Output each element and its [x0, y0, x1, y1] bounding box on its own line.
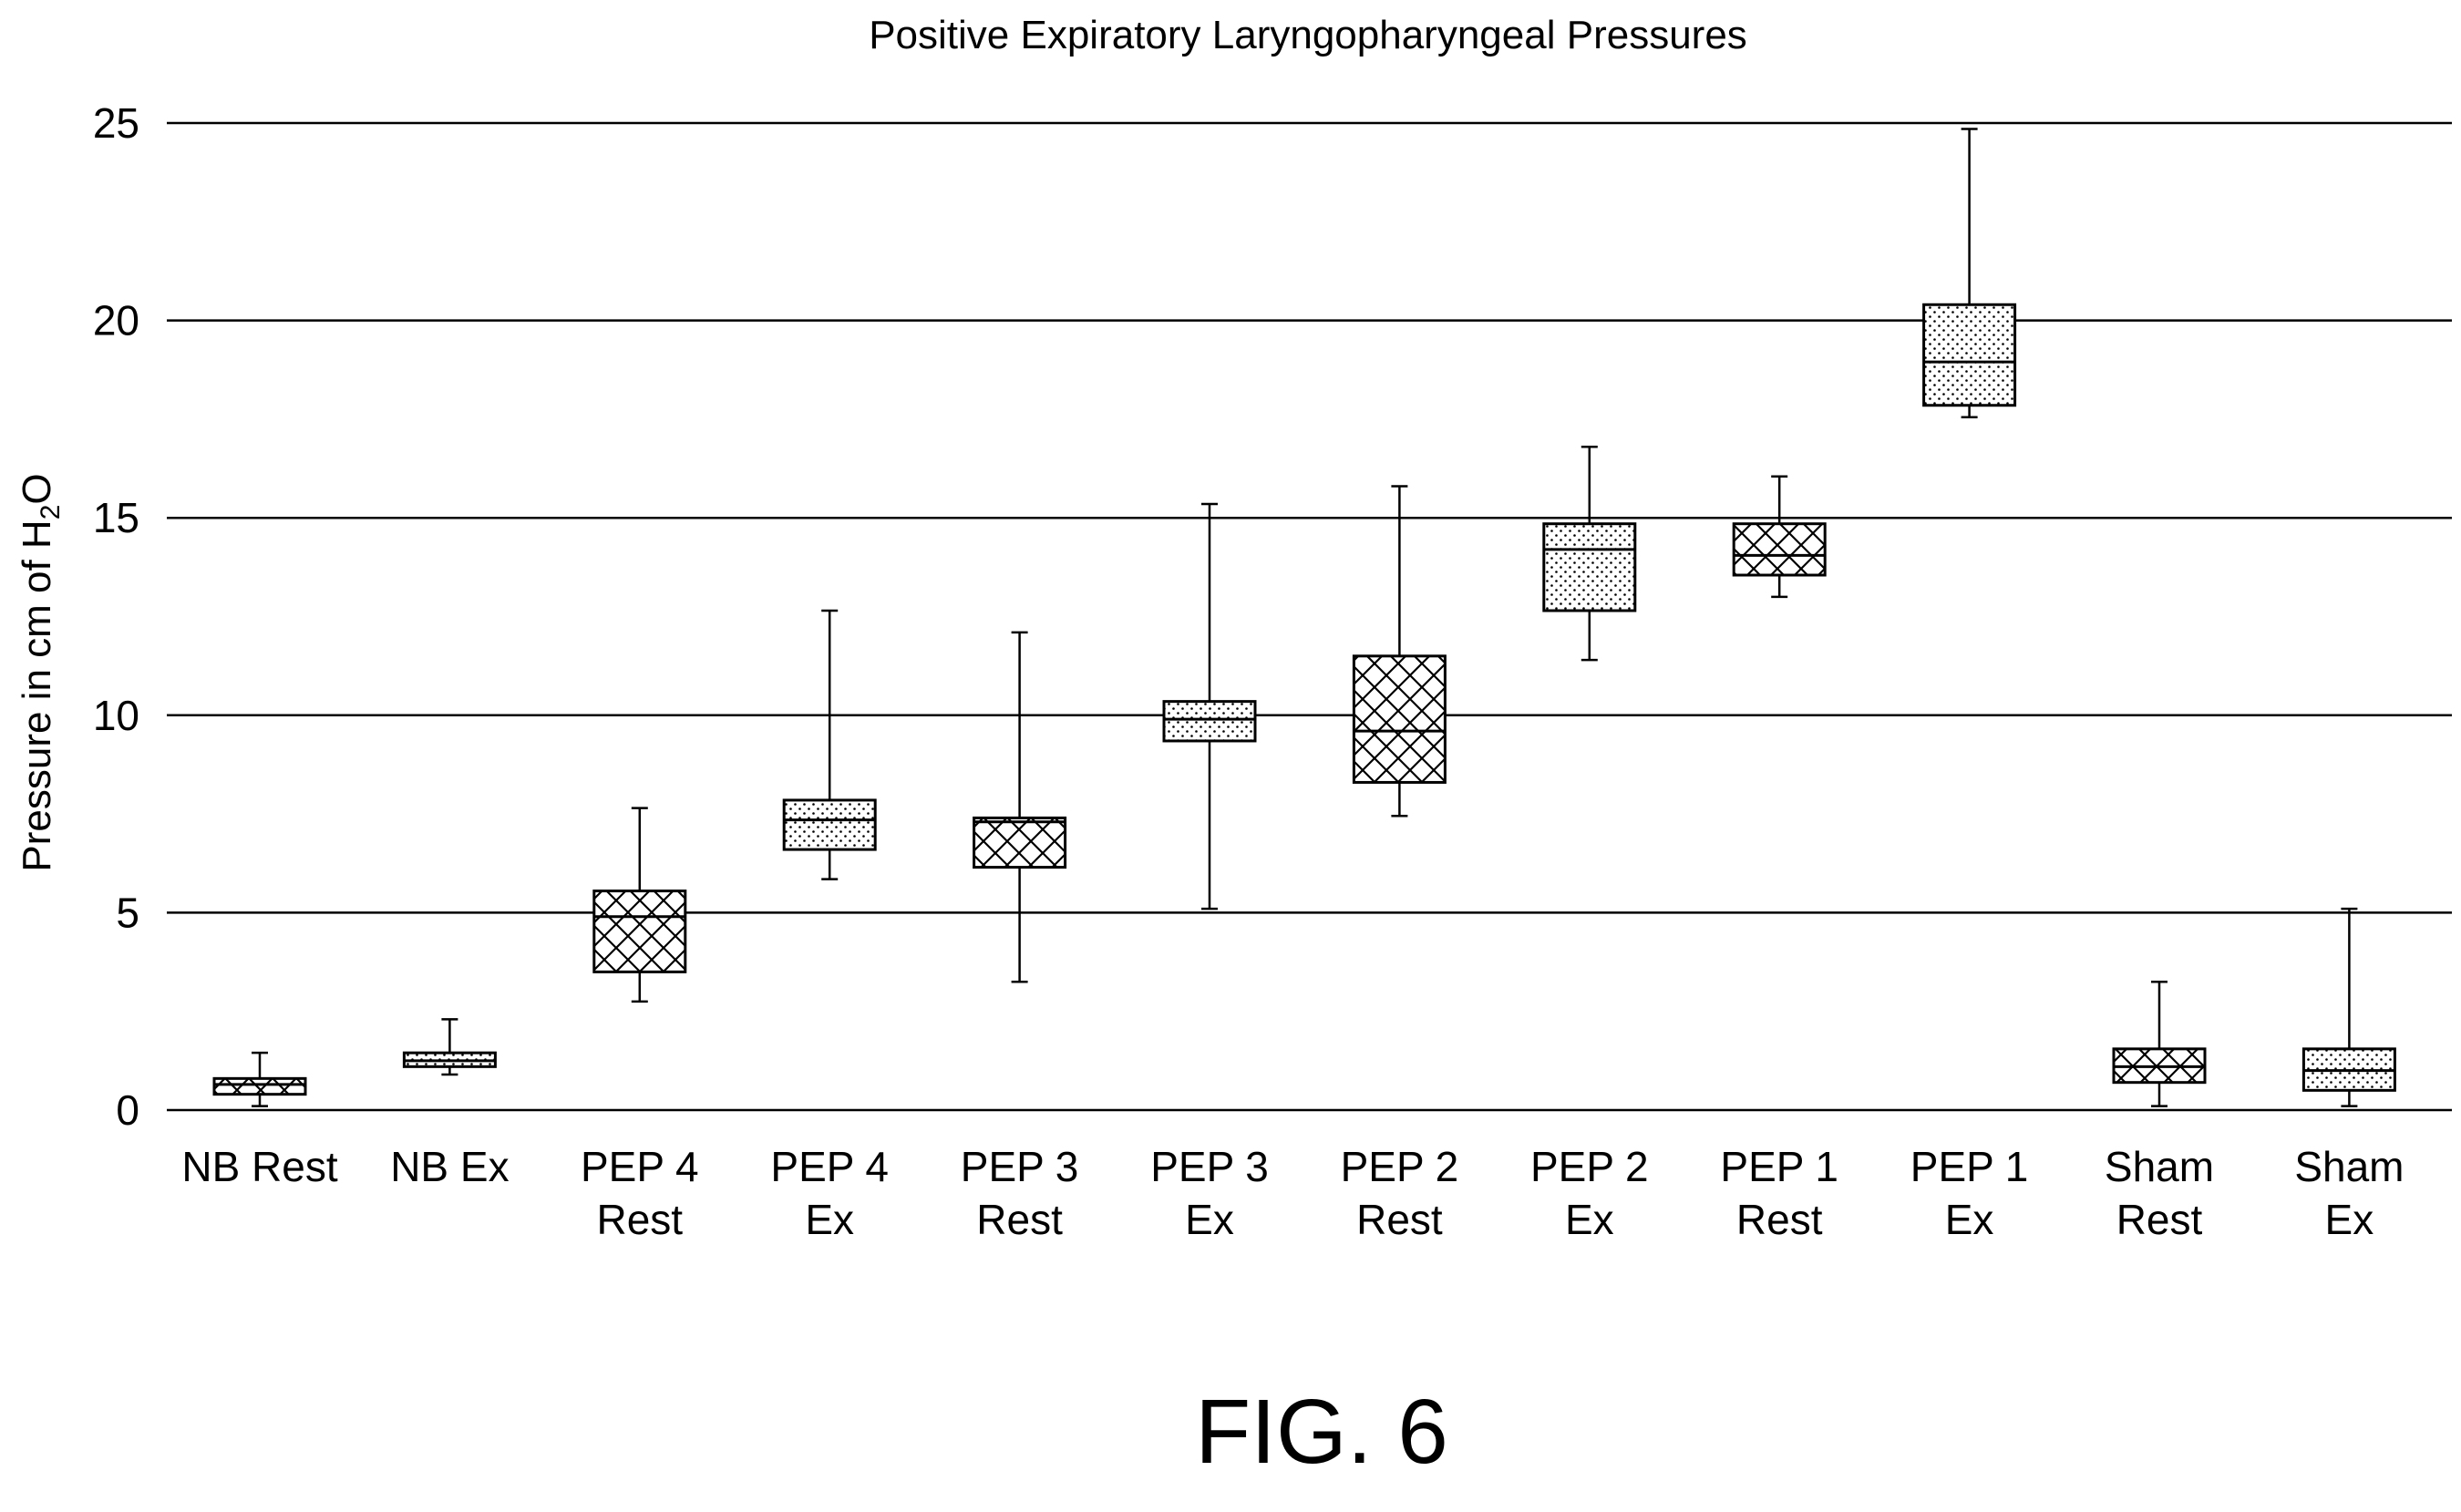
- y-tick-label: 0: [116, 1086, 139, 1134]
- x-category-label: Rest: [1356, 1196, 1443, 1243]
- x-category-label: PEP 3: [961, 1143, 1079, 1190]
- box-pep-4-ex: [782, 609, 877, 880]
- box-pep-1-rest: [1732, 475, 1827, 599]
- box-sham-rest: [2112, 980, 2207, 1107]
- x-category-label: Rest: [1736, 1196, 1823, 1243]
- y-tick-label: 15: [93, 494, 139, 541]
- x-axis-categories: NB Rest NB Ex PEP 4 Rest PEP 4 Ex PEP 3 Rest PEP…: [181, 1143, 2404, 1243]
- x-category-label: Ex: [1945, 1196, 1994, 1243]
- x-category-label: PEP 3: [1150, 1143, 1269, 1190]
- figure-label: FIG. 6: [1195, 1381, 1448, 1483]
- x-category-label: Sham: [2294, 1143, 2404, 1190]
- y-axis-label-subscript: 2: [36, 505, 66, 520]
- x-category-label: PEP 1: [1910, 1143, 2029, 1190]
- box-pep-3-rest: [973, 631, 1067, 983]
- x-category-label: Rest: [976, 1196, 1063, 1243]
- y-axis-label: Pressure in cm of H2O: [15, 473, 66, 871]
- x-category-label: Sham: [2105, 1143, 2214, 1190]
- y-axis-label-suffix: O: [15, 473, 59, 504]
- x-category-label: Rest: [597, 1196, 684, 1243]
- x-category-label: PEP 2: [1341, 1143, 1459, 1190]
- box-nb-rest: [212, 1051, 307, 1107]
- box-pep-4-rest: [592, 807, 687, 1003]
- x-category-label: PEP 1: [1720, 1143, 1838, 1190]
- iqr-box: [1162, 700, 1257, 743]
- box-nb-ex: [402, 1018, 497, 1076]
- y-axis-ticks: 0 5 10 15 20 25: [93, 99, 139, 1134]
- iqr-box: [1352, 654, 1447, 784]
- box-pep-3-ex: [1162, 502, 1257, 910]
- iqr-box: [1922, 303, 2017, 407]
- box-pep-2-rest: [1352, 485, 1447, 818]
- iqr-box: [973, 816, 1067, 869]
- x-category-label: Rest: [2116, 1196, 2203, 1243]
- x-category-label: PEP 4: [581, 1143, 699, 1190]
- y-tick-label: 20: [93, 297, 139, 345]
- x-category-label: Ex: [1185, 1196, 1234, 1243]
- box-series: [212, 128, 2396, 1107]
- x-category-label: PEP 4: [770, 1143, 889, 1190]
- x-category-label: PEP 2: [1530, 1143, 1649, 1190]
- y-axis-label-prefix: Pressure in cm of H: [15, 519, 59, 871]
- box-pep-2-ex: [1542, 445, 1637, 662]
- box-sham-ex: [2301, 907, 2396, 1107]
- gridlines: [167, 121, 2452, 1112]
- x-category-label: Ex: [1565, 1196, 1614, 1243]
- chart-title: Positive Expiratory Laryngopharyngeal Pr…: [869, 13, 1747, 57]
- x-category-label: NB Rest: [181, 1143, 337, 1190]
- x-category-label: NB Ex: [390, 1143, 509, 1190]
- iqr-box: [212, 1076, 307, 1096]
- box-pep-1-ex: [1922, 128, 2017, 418]
- x-category-label: Ex: [805, 1196, 854, 1243]
- iqr-box: [1732, 522, 1827, 577]
- iqr-box: [592, 890, 687, 973]
- y-tick-label: 25: [93, 99, 139, 147]
- y-tick-label: 5: [116, 889, 139, 936]
- y-tick-label: 10: [93, 692, 139, 739]
- x-category-label: Ex: [2325, 1196, 2374, 1243]
- iqr-box: [782, 798, 877, 851]
- iqr-box: [1542, 522, 1637, 612]
